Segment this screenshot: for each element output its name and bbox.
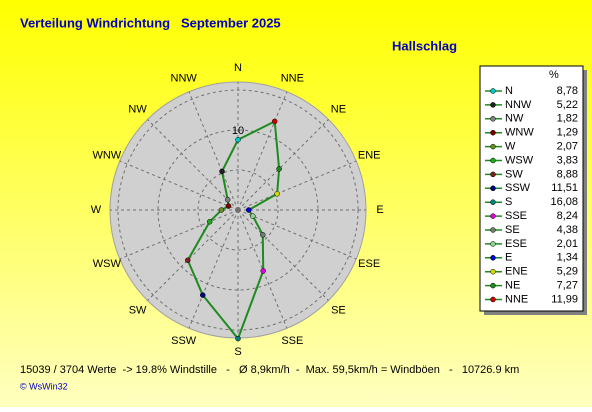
direction-label: SSE bbox=[281, 335, 303, 347]
direction-label: S bbox=[234, 346, 241, 358]
chart-title: Verteilung Windrichtung September 2025 bbox=[20, 15, 281, 30]
legend-value: 4,38 bbox=[557, 224, 578, 236]
legend-value: 5,22 bbox=[557, 99, 578, 111]
radar-point bbox=[200, 292, 206, 298]
legend-label: ENE bbox=[505, 266, 528, 278]
legend-label: NE bbox=[505, 280, 520, 292]
legend-value: 1,29 bbox=[557, 127, 578, 139]
radar-point bbox=[260, 232, 266, 238]
legend-label: N bbox=[505, 85, 513, 97]
legend-marker bbox=[490, 157, 496, 164]
legend-label: SW bbox=[505, 168, 523, 180]
radar-point bbox=[260, 268, 266, 274]
direction-label: SW bbox=[129, 304, 147, 316]
legend-value: 7,27 bbox=[557, 280, 578, 292]
legend-marker bbox=[490, 171, 496, 178]
legend-value: 2,07 bbox=[557, 141, 578, 153]
direction-label: NW bbox=[128, 103, 147, 115]
legend-value: 1,82 bbox=[557, 113, 578, 125]
legend-marker bbox=[490, 227, 496, 233]
grid-ring bbox=[197, 169, 279, 251]
radar-point bbox=[271, 118, 278, 125]
legend-value: 11,99 bbox=[551, 293, 578, 305]
r-tick-label: 10 bbox=[232, 125, 244, 137]
direction-label: SSW bbox=[171, 335, 197, 347]
legend-value: 1,34 bbox=[557, 252, 578, 264]
direction-label: WSW bbox=[93, 258, 122, 270]
legend-value: 8,24 bbox=[557, 210, 578, 222]
copyright: © WsWin32 bbox=[20, 381, 68, 391]
legend-label: NNE bbox=[505, 293, 528, 305]
legend-label: SE bbox=[505, 224, 520, 236]
direction-label: NNE bbox=[281, 73, 304, 85]
radar-point bbox=[224, 196, 231, 203]
legend-label: WSW bbox=[505, 154, 534, 166]
legend-label: S bbox=[505, 196, 512, 208]
direction-label: E bbox=[376, 204, 383, 216]
radar-point bbox=[274, 191, 280, 197]
chart-subtitle: Hallschlag bbox=[392, 38, 457, 53]
radar-point bbox=[245, 207, 252, 213]
legend-label: E bbox=[505, 252, 512, 264]
footer: 15039 / 3704 Werte -> 19.8% Windstille -… bbox=[20, 364, 519, 376]
legend-label: NNW bbox=[505, 99, 532, 111]
legend-marker bbox=[490, 213, 496, 219]
legend-marker bbox=[490, 116, 496, 122]
legend-marker bbox=[490, 143, 496, 150]
legend-value: 8,88 bbox=[557, 168, 578, 180]
legend-value: 2,01 bbox=[557, 238, 578, 250]
direction-label: NNW bbox=[171, 73, 198, 85]
legend-marker bbox=[490, 296, 496, 303]
direction-label: WNW bbox=[92, 150, 121, 162]
radar-point bbox=[225, 203, 232, 209]
radar-point bbox=[206, 218, 213, 225]
radar-point bbox=[250, 213, 256, 219]
direction-label: W bbox=[91, 204, 102, 216]
legend-value: 11,51 bbox=[551, 182, 578, 194]
legend-label: W bbox=[505, 141, 516, 153]
legend-label: WNW bbox=[505, 127, 534, 139]
legend-marker bbox=[490, 255, 496, 261]
direction-label: SE bbox=[331, 304, 346, 316]
legend-value: 16,08 bbox=[550, 196, 578, 208]
direction-label: ENE bbox=[358, 150, 381, 162]
legend-value: 5,29 bbox=[557, 266, 578, 278]
legend-label: NW bbox=[505, 113, 524, 125]
legend-marker bbox=[490, 88, 496, 94]
legend-label: SSW bbox=[505, 182, 531, 194]
legend-header: % bbox=[549, 69, 559, 81]
direction-label: ESE bbox=[358, 258, 380, 270]
radar-point bbox=[185, 257, 191, 263]
legend-marker bbox=[490, 241, 496, 247]
legend-marker bbox=[490, 282, 496, 289]
legend-marker bbox=[490, 185, 496, 192]
legend-label: ESE bbox=[505, 238, 527, 250]
legend-marker bbox=[490, 129, 496, 136]
legend-marker bbox=[490, 199, 496, 205]
direction-label: NE bbox=[331, 103, 346, 115]
radar-point bbox=[218, 207, 225, 213]
radar-point bbox=[276, 166, 282, 172]
radar-point bbox=[219, 168, 225, 175]
radar-point bbox=[235, 335, 241, 342]
radar-point bbox=[235, 137, 241, 143]
legend-marker bbox=[490, 268, 496, 275]
legend-label: SSE bbox=[505, 210, 527, 222]
legend-marker bbox=[490, 102, 496, 108]
direction-label: N bbox=[234, 62, 242, 74]
legend-value: 8,78 bbox=[557, 85, 578, 97]
legend-value: 3,83 bbox=[557, 154, 578, 166]
